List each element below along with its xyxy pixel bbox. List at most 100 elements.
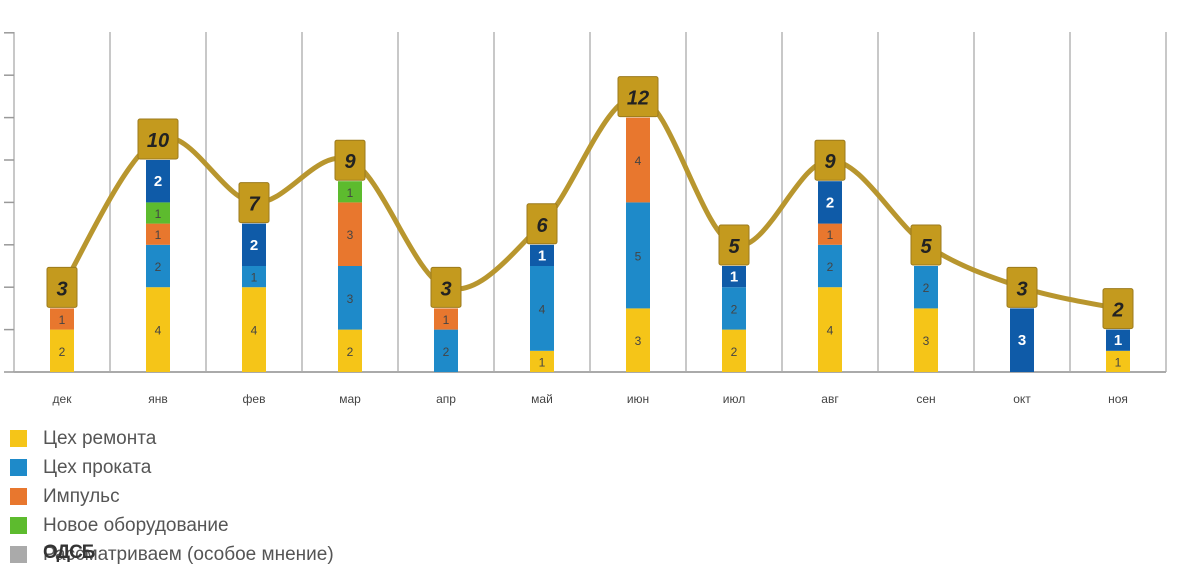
x-tick-label: авг	[821, 392, 839, 406]
x-tick-label: мар	[339, 392, 361, 406]
bar-segment	[626, 308, 650, 372]
bar-segment-label: 1	[347, 186, 354, 200]
total-box	[137, 118, 179, 160]
legend-swatch	[10, 459, 27, 476]
legend-label: Новое оборудование	[43, 514, 229, 536]
x-tick-label: май	[531, 392, 553, 406]
bar-segment	[1106, 350, 1130, 372]
bar-segment-label: 1	[730, 269, 738, 286]
bar-segment-label: 1	[827, 228, 834, 242]
total-box	[718, 224, 750, 266]
bar-segment	[1010, 308, 1034, 372]
total-label: 3	[1016, 278, 1027, 300]
x-tick-label: июн	[627, 392, 649, 406]
x-tick-label: ноя	[1108, 392, 1128, 406]
bar-segment-label: 4	[827, 324, 834, 338]
bar-segment-label: 3	[347, 292, 354, 306]
total-label: 3	[56, 278, 67, 300]
bar-segment-label: 1	[155, 228, 162, 242]
bar-segment	[50, 308, 74, 330]
total-box	[1006, 266, 1038, 308]
total-label: 9	[824, 151, 836, 173]
bar-segment	[146, 160, 170, 203]
bar-segment-label: 3	[923, 334, 930, 348]
bar-segment-label: 2	[250, 237, 258, 254]
total-box	[430, 266, 462, 308]
bar-segment	[242, 266, 266, 288]
bar-segment	[146, 287, 170, 372]
bar-segment	[530, 350, 554, 372]
legend-swatch	[10, 430, 27, 447]
bar-segment	[338, 181, 362, 203]
bar-segment	[242, 223, 266, 266]
total-box	[238, 182, 270, 224]
total-box	[910, 224, 942, 266]
bar-segment	[434, 308, 458, 330]
x-tick-label: апр	[436, 392, 456, 406]
bar-segment-label: 1	[59, 313, 66, 327]
total-label: 3	[440, 278, 451, 300]
x-tick-label: сен	[916, 392, 935, 406]
total-label: 6	[536, 215, 548, 237]
bar-segment	[818, 181, 842, 224]
bar-segment-label: 4	[251, 324, 258, 338]
total-label: 10	[147, 130, 169, 152]
bar-segment	[242, 287, 266, 372]
bar-segment-label: 1	[155, 207, 162, 221]
bar-segment	[722, 266, 746, 288]
total-box	[814, 139, 846, 181]
bar-segment	[1106, 329, 1130, 351]
total-box	[526, 203, 558, 245]
bar-segment-label: 4	[155, 324, 162, 338]
bar-segment-label: 1	[251, 271, 258, 285]
total-label: 9	[344, 151, 356, 173]
bar-segment-label: 1	[538, 247, 546, 264]
legend-swatch	[10, 517, 27, 534]
bar-segment-label: 2	[731, 302, 738, 316]
legend-item-rolling: Цех проката	[10, 453, 334, 482]
bar-segment	[626, 117, 650, 203]
chart-area: 2 1 дек 4 2 1 1 2 янв 4 1 2 фев 2 3 3 1 мар 2 1 апр 1 4 1 май 3 5 4…	[4, 32, 1167, 406]
legend-label: Цех ремонта	[43, 427, 157, 449]
legend-label: Рассматриваем (особое мнение)	[43, 543, 334, 565]
bar-segment-label: 5	[635, 249, 642, 263]
bar-segment	[146, 223, 170, 245]
bar-segment-label: 2	[731, 345, 738, 359]
bar-segment-label: 3	[1018, 332, 1026, 349]
bar-segment	[50, 329, 74, 372]
bar-segment-label: 2	[59, 345, 66, 359]
legend-item-repair: Цех ремонта	[10, 424, 334, 453]
bar-segment	[530, 244, 554, 266]
legend: Цех ремонта Цех проката Импульс Новое об…	[10, 424, 334, 569]
bar-segment	[914, 266, 938, 309]
legend-label: Цех проката	[43, 456, 152, 478]
legend-swatch	[10, 488, 27, 505]
bar-segment-label: 2	[347, 345, 354, 359]
legend-item-considering: Рассматриваем (особое мнение) ОДСБ	[10, 540, 334, 569]
total-label: 2	[1111, 300, 1123, 322]
total-box	[46, 266, 78, 308]
total-label: 5	[728, 236, 740, 258]
bar-segment-label: 4	[539, 302, 546, 316]
bar-segment-label: 1	[539, 355, 546, 369]
stacked-bar-chart: 21дек42112янв412фев2331мар21апр141май354…	[4, 32, 1167, 406]
bar-segment-label: 2	[154, 173, 162, 190]
total-box	[334, 139, 366, 181]
bar-segment-label: 1	[1114, 332, 1122, 349]
bar-segment-label: 2	[826, 194, 834, 211]
legend-item-new-equipment: Новое оборудование	[10, 511, 334, 540]
total-label: 12	[627, 88, 649, 110]
x-tick-label: июл	[723, 392, 745, 406]
bar-segment	[722, 329, 746, 372]
x-tick-label: янв	[148, 392, 168, 406]
bar-segment	[338, 266, 362, 330]
bar-segment	[818, 223, 842, 245]
legend-label: Импульс	[43, 485, 120, 507]
bar-segment	[146, 244, 170, 288]
x-tick-label: окт	[1013, 392, 1031, 406]
bar-segment-label: 2	[443, 345, 450, 359]
x-tick-label: дек	[53, 392, 73, 406]
legend-item-impulse: Импульс	[10, 482, 334, 511]
legend-overlap-label: ОДСБ	[43, 542, 95, 563]
total-box	[1102, 288, 1134, 330]
